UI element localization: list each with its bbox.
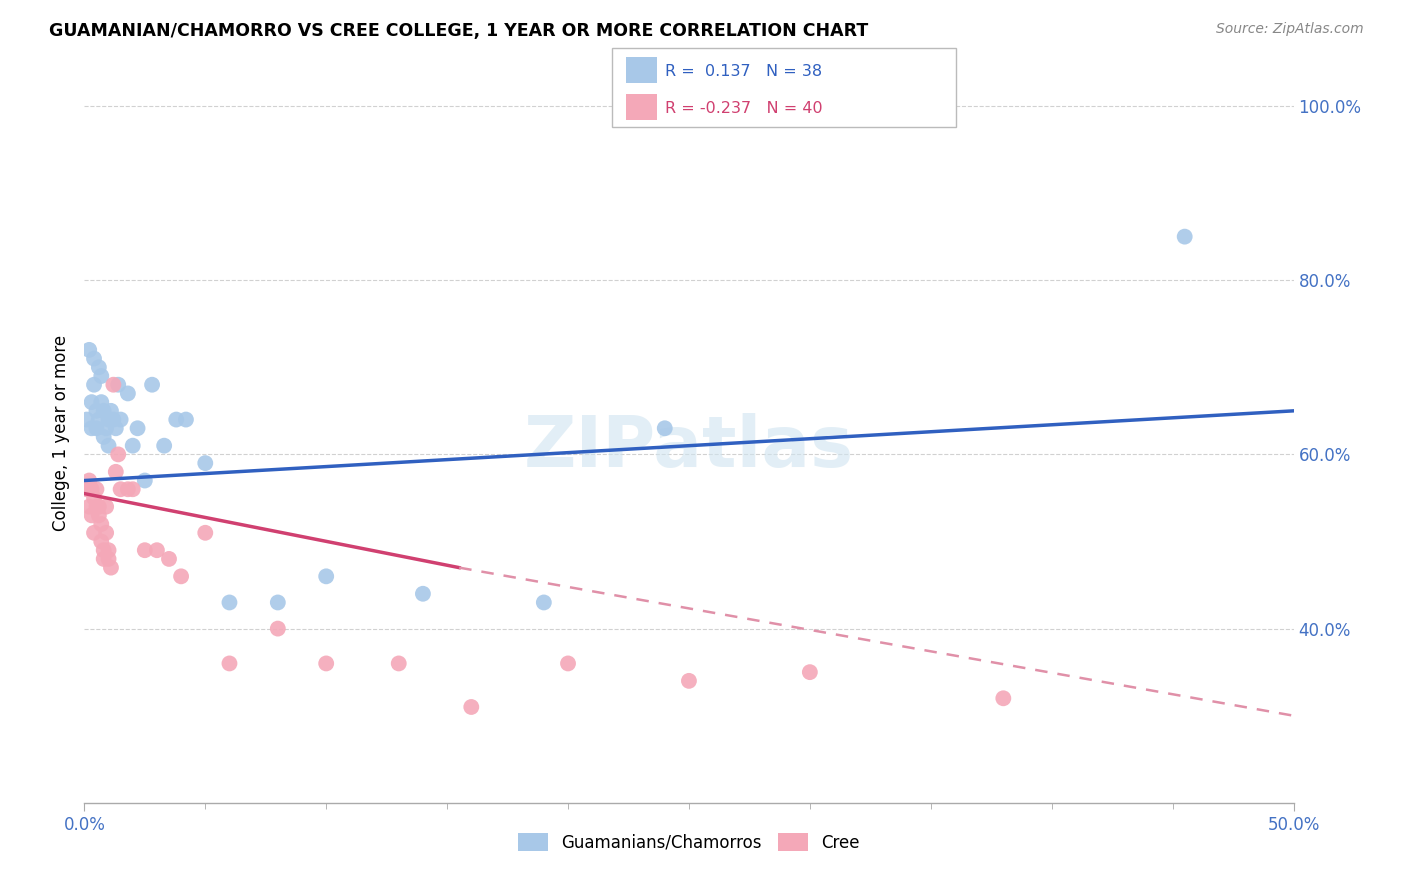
Text: R = -0.237   N = 40: R = -0.237 N = 40 <box>665 101 823 116</box>
Point <box>557 657 579 671</box>
Point <box>110 482 132 496</box>
Point <box>127 421 149 435</box>
Text: Source: ZipAtlas.com: Source: ZipAtlas.com <box>1216 22 1364 37</box>
Point <box>83 491 105 505</box>
Point <box>218 657 240 671</box>
Point <box>93 543 115 558</box>
Point <box>76 412 98 426</box>
Point <box>267 595 290 609</box>
Point <box>1174 229 1197 244</box>
Point <box>315 657 337 671</box>
Point <box>100 560 122 574</box>
Point <box>86 482 108 496</box>
Point <box>93 404 115 418</box>
Point <box>86 404 108 418</box>
Point <box>194 456 217 470</box>
Point <box>80 482 103 496</box>
Point <box>80 421 103 435</box>
Point <box>94 525 117 540</box>
Point <box>77 343 100 357</box>
Point <box>165 412 187 426</box>
Point <box>83 525 105 540</box>
Point <box>218 595 240 609</box>
Point <box>90 517 112 532</box>
Point <box>678 673 700 688</box>
Point <box>121 439 143 453</box>
Point <box>388 657 411 671</box>
Point <box>799 665 821 680</box>
Text: R =  0.137   N = 38: R = 0.137 N = 38 <box>665 64 823 79</box>
Point <box>174 412 197 426</box>
Point <box>83 351 105 366</box>
Point <box>94 421 117 435</box>
Point <box>87 360 110 375</box>
Point <box>146 543 169 558</box>
Point <box>87 500 110 514</box>
Point <box>104 421 127 435</box>
Point <box>90 395 112 409</box>
Point <box>993 691 1015 706</box>
Point <box>412 587 434 601</box>
Point <box>117 386 139 401</box>
Point <box>83 377 105 392</box>
Legend: Guamanians/Chamorros, Cree: Guamanians/Chamorros, Cree <box>512 827 866 858</box>
Point <box>104 465 127 479</box>
Point <box>141 377 163 392</box>
Point <box>121 482 143 496</box>
Point <box>93 430 115 444</box>
Point <box>170 569 193 583</box>
Point <box>76 482 98 496</box>
Point <box>103 412 125 426</box>
Point <box>97 552 120 566</box>
Point <box>267 622 290 636</box>
Point <box>460 700 482 714</box>
Point <box>117 482 139 496</box>
Point <box>80 395 103 409</box>
Point <box>97 439 120 453</box>
Point <box>97 412 120 426</box>
Point <box>654 421 676 435</box>
Point <box>86 421 108 435</box>
Point <box>90 369 112 384</box>
Point <box>103 377 125 392</box>
Point <box>134 543 156 558</box>
Point <box>97 543 120 558</box>
Point <box>315 569 337 583</box>
Point <box>90 534 112 549</box>
Point <box>77 500 100 514</box>
Point <box>94 500 117 514</box>
Point <box>86 500 108 514</box>
Point <box>107 447 129 461</box>
Point <box>157 552 180 566</box>
Text: GUAMANIAN/CHAMORRO VS CREE COLLEGE, 1 YEAR OR MORE CORRELATION CHART: GUAMANIAN/CHAMORRO VS CREE COLLEGE, 1 YE… <box>49 22 869 40</box>
Point <box>80 508 103 523</box>
Point <box>194 525 217 540</box>
Point <box>87 412 110 426</box>
Point <box>134 474 156 488</box>
Point <box>110 412 132 426</box>
Y-axis label: College, 1 year or more: College, 1 year or more <box>52 334 70 531</box>
Point <box>87 508 110 523</box>
Point <box>153 439 176 453</box>
Point <box>107 377 129 392</box>
Point <box>93 552 115 566</box>
Point <box>100 404 122 418</box>
Point <box>533 595 555 609</box>
Text: ZIPatlas: ZIPatlas <box>524 413 853 482</box>
Point <box>77 474 100 488</box>
